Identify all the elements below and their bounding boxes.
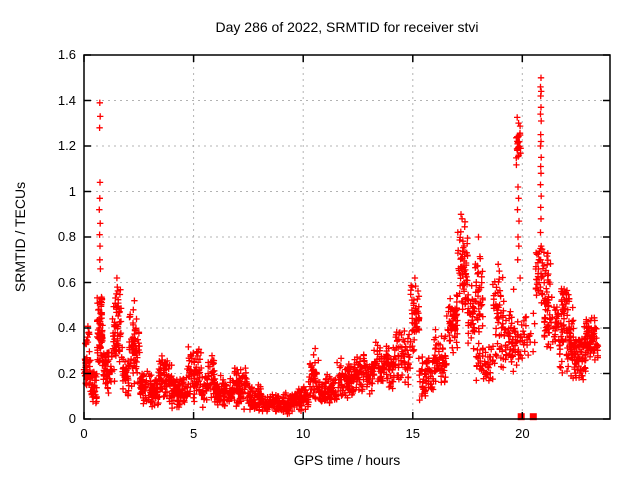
y-tick-label: 0.8 xyxy=(57,229,76,244)
y-axis-label: SRMTID / TECUs xyxy=(12,181,28,293)
y-tick-label: 1.4 xyxy=(57,92,76,108)
x-axis-label: GPS time / hours xyxy=(293,452,401,468)
x-tick-label: 5 xyxy=(189,426,198,441)
y-tick-label: 0.4 xyxy=(57,320,76,335)
x-tick-label: 10 xyxy=(295,426,311,441)
scatter-points xyxy=(80,74,602,418)
y-tick-label: 1.2 xyxy=(57,138,76,153)
y-tick-label: 0.2 xyxy=(57,365,76,381)
square-marker xyxy=(529,413,537,421)
x-tick-label: 15 xyxy=(405,426,420,441)
tick-marks xyxy=(83,54,610,420)
square-marker xyxy=(517,413,525,421)
x-tick-label: 0 xyxy=(80,426,88,441)
x-tick-label: 20 xyxy=(515,426,530,441)
y-tick-label: 0 xyxy=(68,411,76,426)
y-tick-label: 1 xyxy=(68,183,76,199)
y-tick-label: 1.6 xyxy=(57,47,76,62)
y-tick-label: 0.6 xyxy=(57,274,76,290)
chart-title: Day 286 of 2022, SRMTID for receiver stv… xyxy=(215,19,479,35)
